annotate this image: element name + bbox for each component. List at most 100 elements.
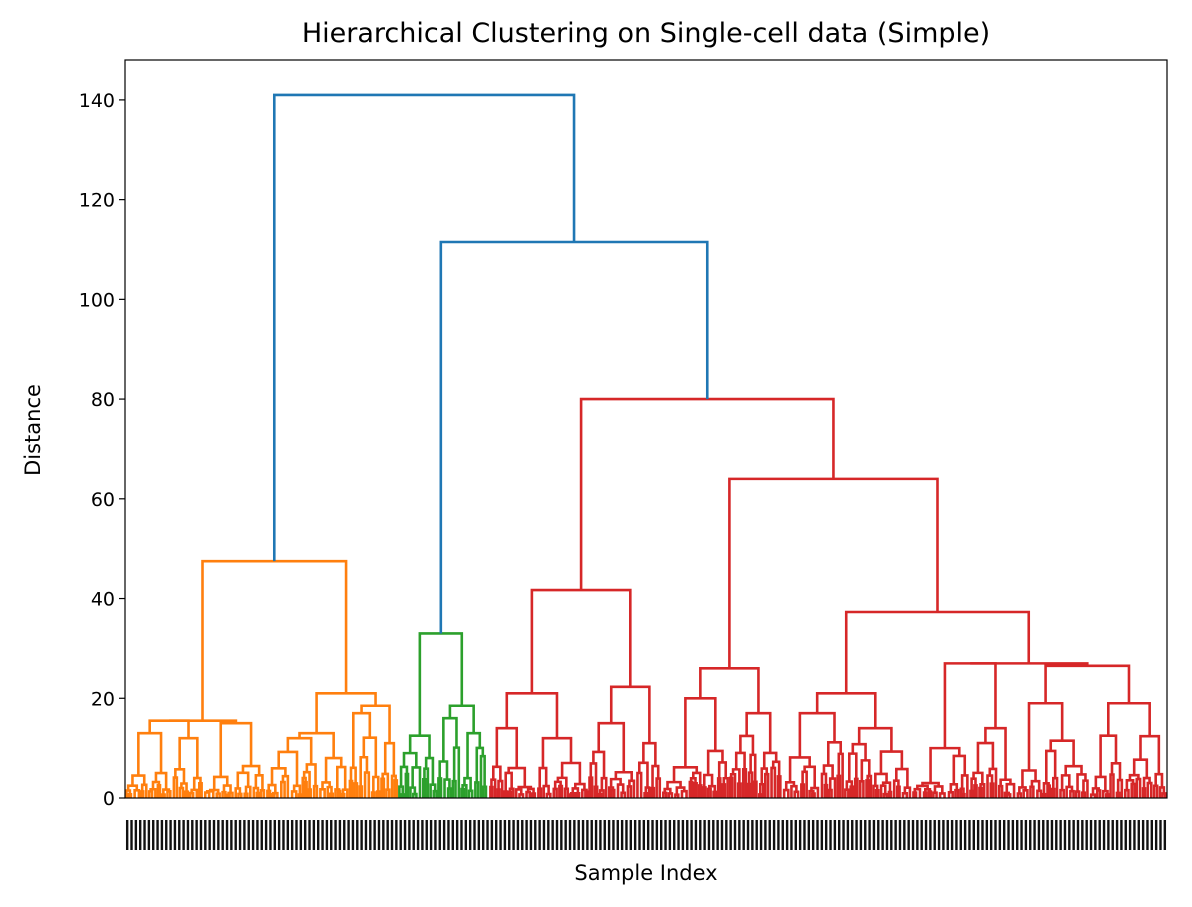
link-29 [215,792,221,798]
x-leaf-tick-185 [929,820,932,850]
link-346 [1116,778,1124,798]
x-leaf-tick-170 [864,820,867,850]
x-leaf-tick-97 [547,820,550,850]
link-87 [352,711,372,768]
link-160 [560,761,582,785]
link-249 [822,764,834,779]
link-297 [969,789,975,798]
x-leaf-tick-154 [794,820,797,850]
y-tick-label-2: 40 [91,589,115,611]
x-leaf-tick-161 [824,820,828,850]
x-leaf-tick-137 [720,820,724,850]
link-278 [815,691,877,729]
link-256 [845,780,854,790]
link-59 [303,780,308,798]
x-leaf-tick-125 [668,820,672,850]
link-299 [970,777,977,791]
link-170 [610,788,616,798]
x-leaf-tick-214 [1055,820,1058,850]
x-leaf-tick-71 [434,820,437,850]
x-leaf-tick-102 [568,820,572,850]
link-146 [542,784,550,798]
x-leaf-tick-174 [881,820,884,850]
x-leaf-tick-213 [1050,820,1054,850]
link-69 [321,781,331,790]
x-leaf-tick-69 [425,820,428,850]
link-219 [746,782,752,798]
x-leaf-tick-166 [846,820,850,850]
x-leaf-tick-57 [373,820,376,850]
x-leaf-tick-23 [225,820,229,850]
x-leaf-tick-167 [851,820,854,850]
link-246 [820,772,828,798]
link-88 [380,777,386,798]
x-leaf-tick-183 [920,820,923,850]
x-leaf-tick-184 [924,820,928,850]
x-leaf-tick-107 [590,820,593,850]
x-leaf-tick-140 [733,820,737,850]
x-leaf-tick-158 [811,820,815,850]
x-leaf-tick-47 [330,820,333,850]
x-leaf-tick-11 [173,820,177,850]
link-18 [183,790,190,798]
cluster-2-top-link [418,632,464,736]
x-leaf-tick-112 [612,820,615,850]
x-leaf-tick-179 [903,820,906,850]
x-leaf-tick-238 [1159,820,1162,850]
x-leaf-tick-195 [972,820,975,850]
link-279 [912,791,918,798]
link-197 [693,781,698,798]
link-259 [858,779,865,798]
link-17 [178,786,185,798]
x-leaf-tick-164 [838,820,841,850]
x-leaf-tick-92 [525,820,528,850]
x-leaf-tick-124 [664,820,667,850]
x-leaf-tick-108 [594,820,598,850]
x-leaf-tick-176 [890,820,893,850]
x-leaf-tick-180 [907,820,910,850]
x-leaf-tick-64 [403,820,407,850]
x-leaf-tick-222 [1089,820,1093,850]
x-leaf-tick-39 [295,820,298,850]
link-93 [383,741,396,776]
link-5 [140,783,148,798]
link-168 [600,776,608,798]
x-leaf-tick-201 [998,820,1002,850]
x-leaf-tick-80 [473,820,476,850]
x-leaf-tick-225 [1102,820,1106,850]
link-106 [432,789,438,798]
x-leaf-tick-142 [742,820,745,850]
link-289 [947,790,954,798]
link-333 [1082,779,1089,798]
link-162 [505,691,559,739]
y-tick-label-0: 0 [103,788,115,810]
x-leaf-tick-211 [1042,820,1045,850]
link-286 [938,792,946,798]
x-leaf-tick-153 [790,820,793,850]
x-leaf-tick-79 [468,820,472,850]
link-77 [348,779,354,798]
x-leaf-tick-10 [169,820,172,850]
link-301 [979,783,986,798]
link-322 [1046,784,1052,798]
link-133 [507,790,513,798]
link-205 [707,784,717,792]
link-104 [422,777,427,798]
link-315 [1022,789,1029,798]
link-14 [154,771,168,790]
y-tick-label-4: 80 [91,389,115,411]
x-leaf-tick-78 [464,820,468,850]
x-leaf-tick-27 [243,820,246,850]
link-214 [729,772,737,798]
link-207 [716,777,722,798]
x-leaf-tick-223 [1094,820,1097,850]
link-326 [1045,749,1057,784]
link-13 [162,788,171,795]
x-leaf-tick-208 [1029,820,1032,850]
link-90 [381,772,390,790]
link-261 [866,774,873,798]
x-leaf-tick-91 [521,820,524,850]
x-leaf-tick-38 [290,820,294,850]
x-leaf-tick-132 [699,820,702,850]
x-leaf-tick-105 [581,820,585,850]
